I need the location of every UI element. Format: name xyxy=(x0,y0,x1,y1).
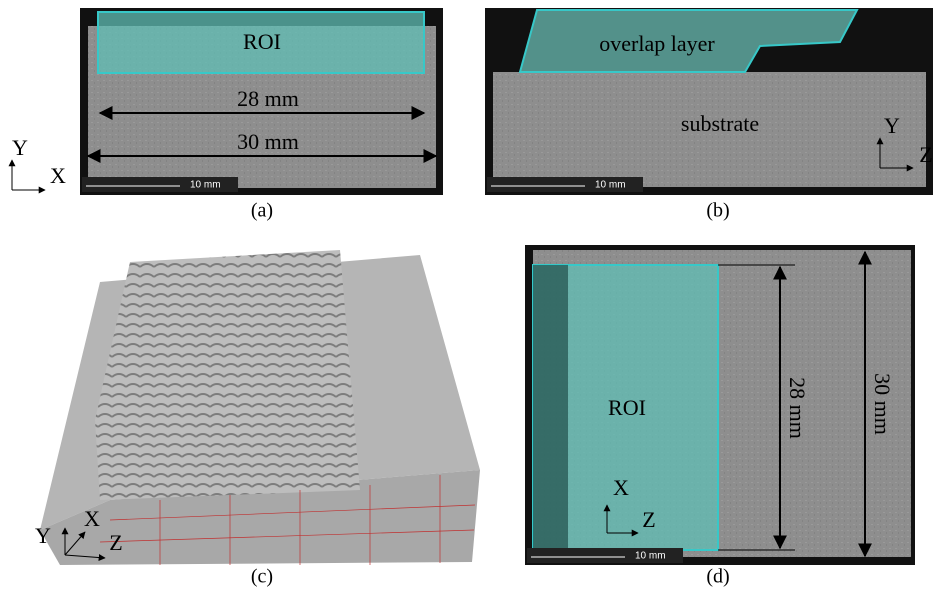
layer-label: overlap layer xyxy=(599,31,715,56)
axis-label: Y xyxy=(884,113,900,138)
edge-region xyxy=(533,265,568,550)
panel-label: (c) xyxy=(251,566,273,588)
axis-label: X xyxy=(84,506,100,531)
deposited-layer xyxy=(95,250,360,500)
scale-bar-label: 10 mm xyxy=(190,180,221,191)
panel-d: ROI 28 mm 30 mm 10 mm X Z (d) xyxy=(525,245,915,588)
panel-label: (b) xyxy=(706,200,729,222)
panel-c: Y X Z (c) xyxy=(35,250,480,588)
panel-a: ROI 28 mm 30 mm 10 mm Y X (a) xyxy=(12,8,443,222)
substrate-label: substrate xyxy=(681,111,759,136)
axis-label: X xyxy=(50,163,66,188)
panel-label: (d) xyxy=(706,566,729,588)
axis-label: Y xyxy=(35,523,51,548)
scale-bar-label: 10 mm xyxy=(635,551,666,562)
dimension-label: 30 mm xyxy=(870,373,895,435)
roi-label: ROI xyxy=(608,395,646,420)
panel-label: (a) xyxy=(251,200,273,222)
axis-label: Z xyxy=(109,530,122,555)
figure: ROI 28 mm 30 mm 10 mm Y X (a) overlap la… xyxy=(0,0,945,596)
dimension-label: 30 mm xyxy=(237,129,299,154)
scale-bar-label: 10 mm xyxy=(595,180,626,191)
panel-b: overlap layer substrate 10 mm Y Z (b) xyxy=(485,8,933,222)
axis-label: X xyxy=(613,475,629,500)
axis-label: Y xyxy=(12,135,28,160)
dimension-label: 28 mm xyxy=(237,86,299,111)
roi-label: ROI xyxy=(243,29,281,54)
dimension-label: 28 mm xyxy=(785,377,810,439)
axis-label: Z xyxy=(642,507,655,532)
axis-label: Z xyxy=(919,142,932,167)
